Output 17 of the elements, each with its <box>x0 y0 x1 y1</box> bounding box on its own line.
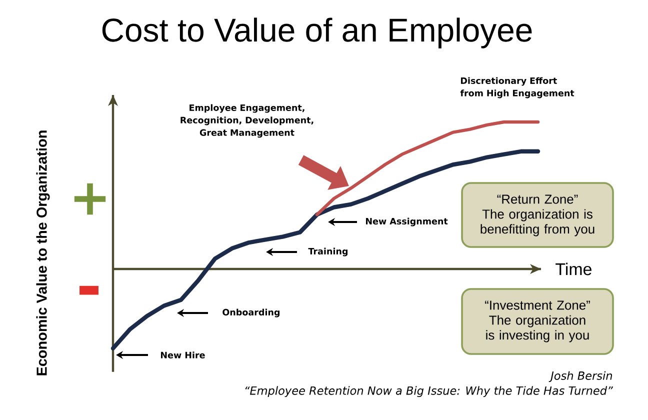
annotation: The organization is benefitting from you <box>480 209 594 236</box>
text: + <box>74 183 106 215</box>
annotation: Employee Engagement, Recognition, Development, Great Management <box>180 104 314 138</box>
text: New Hire <box>161 352 205 358</box>
chart-title: Cost to Value of an Employee <box>102 18 532 48</box>
annotation: “Return Zone” <box>497 194 578 204</box>
annotation: The organization is investing in you <box>486 315 589 342</box>
x-axis-title: Time <box>556 262 592 276</box>
y-axis-title: Economic Value to the Organization <box>36 130 50 376</box>
text: - <box>80 286 98 295</box>
annotation: “Investment Zone” <box>485 300 590 310</box>
text: Josh Bersin <box>548 371 612 382</box>
annotation: New Assignment <box>366 218 448 226</box>
text: Discretionary Effort from High Engagement <box>460 77 574 98</box>
annotation: Onboarding <box>222 308 280 318</box>
annotation: Training <box>308 248 348 256</box>
text: “Employee Retention Now a Big Issue: Why the Tide Has Turned” <box>245 386 613 398</box>
